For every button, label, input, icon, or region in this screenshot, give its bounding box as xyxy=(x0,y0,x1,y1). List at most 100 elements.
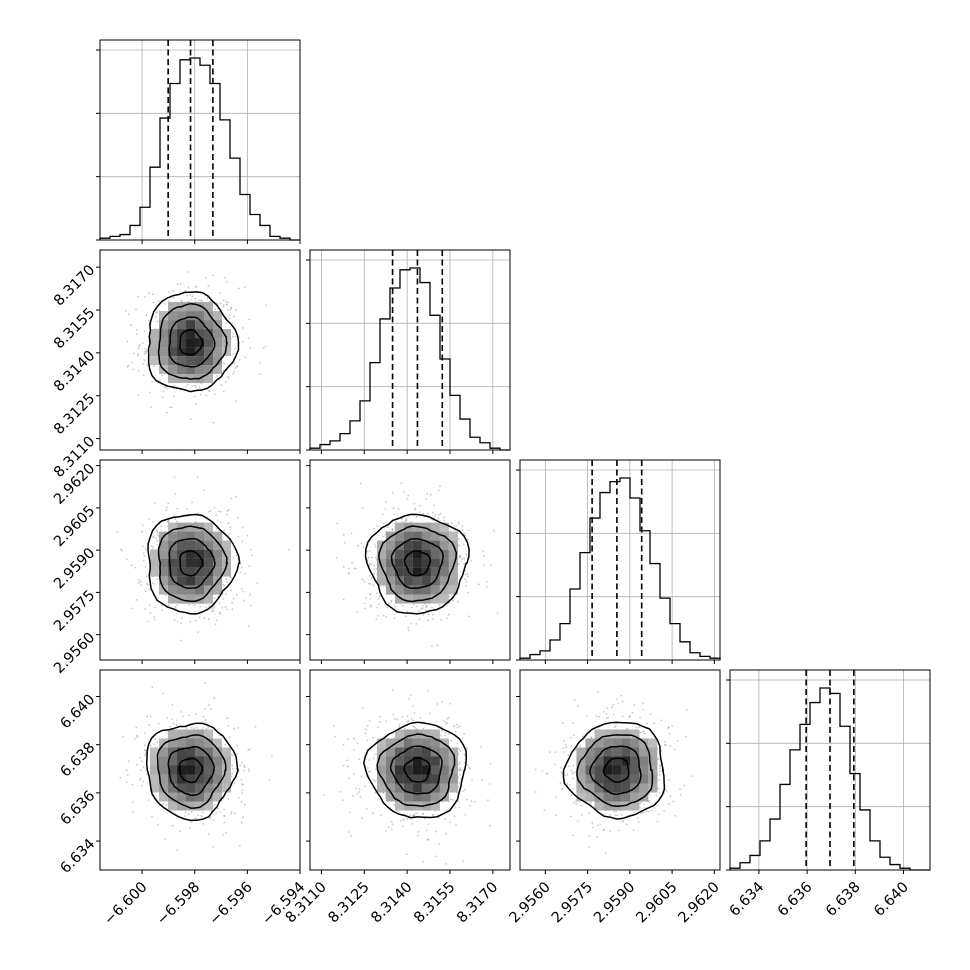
scatter-point xyxy=(213,393,216,395)
density-cell xyxy=(439,747,449,757)
scatter-point xyxy=(242,590,244,593)
scatter-point xyxy=(373,568,376,571)
scatter-point xyxy=(213,506,216,509)
scatter-point xyxy=(230,306,233,309)
scatter-point xyxy=(215,375,218,377)
density-cell xyxy=(594,747,604,757)
panel-frame xyxy=(519,459,721,661)
scatter-point xyxy=(137,394,140,397)
scatter-point xyxy=(181,617,183,620)
density-cell xyxy=(421,576,431,586)
scatter-point xyxy=(202,715,205,718)
density-cell xyxy=(439,774,449,784)
scatter-point xyxy=(396,810,399,812)
density-cell xyxy=(150,756,160,766)
scatter-point xyxy=(155,536,158,539)
scatter-point xyxy=(444,721,446,723)
scatter-point xyxy=(457,523,460,525)
scatter-point xyxy=(382,792,385,794)
scatter-point xyxy=(216,519,219,522)
scatter-point xyxy=(445,809,448,812)
scatter-point xyxy=(227,301,230,304)
scatter-point xyxy=(633,811,636,813)
density-cell xyxy=(186,320,196,330)
scatter-point xyxy=(353,773,355,776)
scatter-point xyxy=(135,726,138,729)
scatter-point xyxy=(221,606,224,609)
density-cell xyxy=(177,792,187,802)
scatter-point xyxy=(143,359,146,362)
scatter-point xyxy=(368,564,371,567)
scatter-point xyxy=(658,792,661,795)
scatter-point xyxy=(372,778,375,781)
scatter-point xyxy=(137,347,140,350)
scatter-point xyxy=(372,736,375,739)
scatter-point xyxy=(414,508,416,511)
scatter-point xyxy=(440,734,443,737)
scatter-point xyxy=(230,307,233,310)
scatter-point xyxy=(196,727,199,729)
scatter-point xyxy=(566,773,569,776)
scatter-point xyxy=(238,844,241,847)
density-cell xyxy=(168,320,178,330)
density-cell xyxy=(448,549,458,559)
density-cell xyxy=(439,594,449,604)
scatter-point xyxy=(571,770,574,773)
scatter-point xyxy=(197,512,200,514)
density-cell xyxy=(612,747,622,757)
scatter-point xyxy=(219,521,222,524)
density-cell xyxy=(412,765,422,775)
scatter-point xyxy=(197,814,200,817)
scatter-point xyxy=(399,819,402,822)
density-cell xyxy=(421,558,431,568)
density-cell xyxy=(159,738,169,748)
scatter-point xyxy=(224,380,227,383)
density-cell xyxy=(630,756,640,766)
scatter-point xyxy=(378,720,381,723)
x-tick-label: 2.9605 xyxy=(633,879,680,926)
scatter-point xyxy=(186,271,189,273)
scatter-point xyxy=(186,383,189,386)
density-cell xyxy=(412,585,422,595)
scatter-point xyxy=(167,291,170,294)
scatter-point xyxy=(155,312,158,314)
scatter-point xyxy=(667,803,670,806)
scatter-point xyxy=(360,775,363,778)
scatter-point xyxy=(356,611,359,614)
scatter-point xyxy=(455,723,458,726)
density-cell xyxy=(403,774,413,784)
scatter-point xyxy=(570,769,572,772)
scatter-point xyxy=(174,518,177,521)
scatter-point xyxy=(147,319,150,322)
density-cell xyxy=(403,747,413,757)
scatter-point xyxy=(366,767,369,769)
density-cell xyxy=(195,320,205,330)
x-tick-label: −6.596 xyxy=(207,879,256,928)
scatter-point xyxy=(176,604,178,607)
density-cell xyxy=(177,576,187,586)
scatter-point xyxy=(203,707,206,710)
scatter-point xyxy=(562,747,565,750)
density-cell xyxy=(204,302,214,312)
scatter-point xyxy=(141,780,144,783)
scatter-point xyxy=(176,283,179,286)
scatter-point xyxy=(323,794,326,796)
scatter-point xyxy=(213,605,216,608)
density-cell xyxy=(430,801,440,811)
density-cell xyxy=(213,738,223,748)
scatter-point xyxy=(231,321,234,324)
density-cell xyxy=(159,783,169,793)
scatter-point xyxy=(458,555,461,558)
scatter-point xyxy=(394,718,396,720)
x-tick-label: 6.634 xyxy=(727,879,768,920)
y-tick-label: 2.9575 xyxy=(51,587,98,634)
scatter-point xyxy=(417,834,419,837)
scatter-point xyxy=(441,701,444,703)
scatter-point xyxy=(167,604,170,607)
scatter-point xyxy=(205,394,208,397)
x-tick-label: 2.9560 xyxy=(507,879,554,926)
scatter-point xyxy=(459,774,461,776)
scatter-point xyxy=(581,813,583,816)
density-cell xyxy=(612,729,622,739)
scatter-point xyxy=(458,769,461,772)
